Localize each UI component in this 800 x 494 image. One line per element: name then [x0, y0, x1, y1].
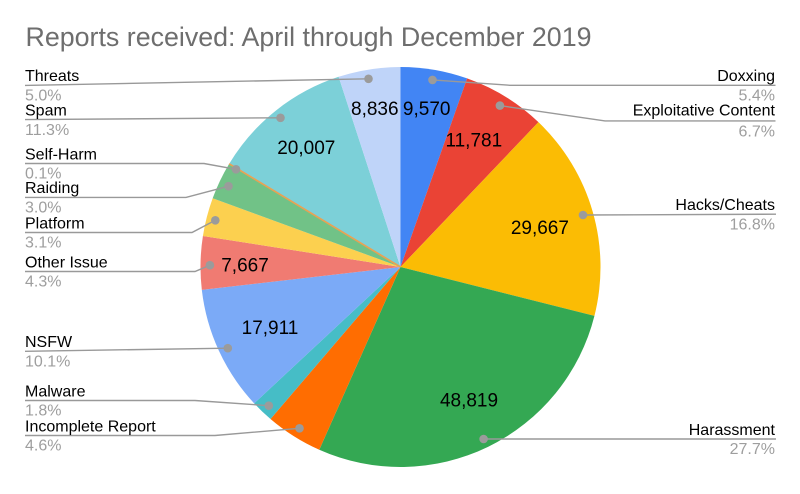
svg-text:NSFW: NSFW [25, 334, 73, 351]
svg-text:0.1%: 0.1% [25, 166, 61, 183]
svg-text:5.4%: 5.4% [739, 88, 775, 105]
svg-text:5.0%: 5.0% [25, 88, 61, 105]
svg-text:20,007: 20,007 [277, 138, 335, 159]
svg-text:Hacks/Cheats: Hacks/Cheats [675, 197, 775, 214]
svg-text:27.7%: 27.7% [730, 441, 775, 458]
svg-text:Reports received: April throug: Reports received: April through December… [26, 22, 592, 52]
svg-text:29,667: 29,667 [511, 218, 569, 239]
svg-text:Threats: Threats [25, 68, 79, 85]
svg-text:9,570: 9,570 [403, 99, 451, 120]
svg-text:Raiding: Raiding [25, 180, 79, 197]
svg-text:16.8%: 16.8% [730, 216, 775, 233]
svg-text:4.6%: 4.6% [25, 438, 61, 455]
svg-text:Harassment: Harassment [689, 422, 776, 439]
svg-text:Malware: Malware [25, 383, 86, 400]
svg-text:3.1%: 3.1% [25, 235, 61, 252]
svg-text:Doxxing: Doxxing [717, 68, 775, 85]
svg-text:Self-Harm: Self-Harm [25, 146, 97, 163]
svg-text:Spam: Spam [25, 102, 67, 119]
svg-text:11,781: 11,781 [445, 131, 502, 152]
svg-text:8,836: 8,836 [351, 99, 399, 120]
svg-text:3.0%: 3.0% [25, 200, 61, 217]
svg-text:6.7%: 6.7% [739, 123, 775, 140]
svg-text:Exploitative Content: Exploitative Content [633, 103, 776, 120]
svg-text:7,667: 7,667 [221, 255, 269, 276]
svg-text:Other Issue: Other Issue [25, 254, 108, 271]
svg-text:4.3%: 4.3% [25, 274, 61, 291]
svg-text:17,911: 17,911 [242, 318, 299, 339]
svg-text:11.3%: 11.3% [25, 122, 69, 139]
svg-text:Incomplete Report: Incomplete Report [25, 418, 156, 435]
svg-text:1.8%: 1.8% [25, 403, 61, 420]
svg-text:48,819: 48,819 [440, 391, 498, 412]
svg-text:10.1%: 10.1% [25, 354, 70, 371]
svg-text:Platform: Platform [25, 215, 85, 232]
